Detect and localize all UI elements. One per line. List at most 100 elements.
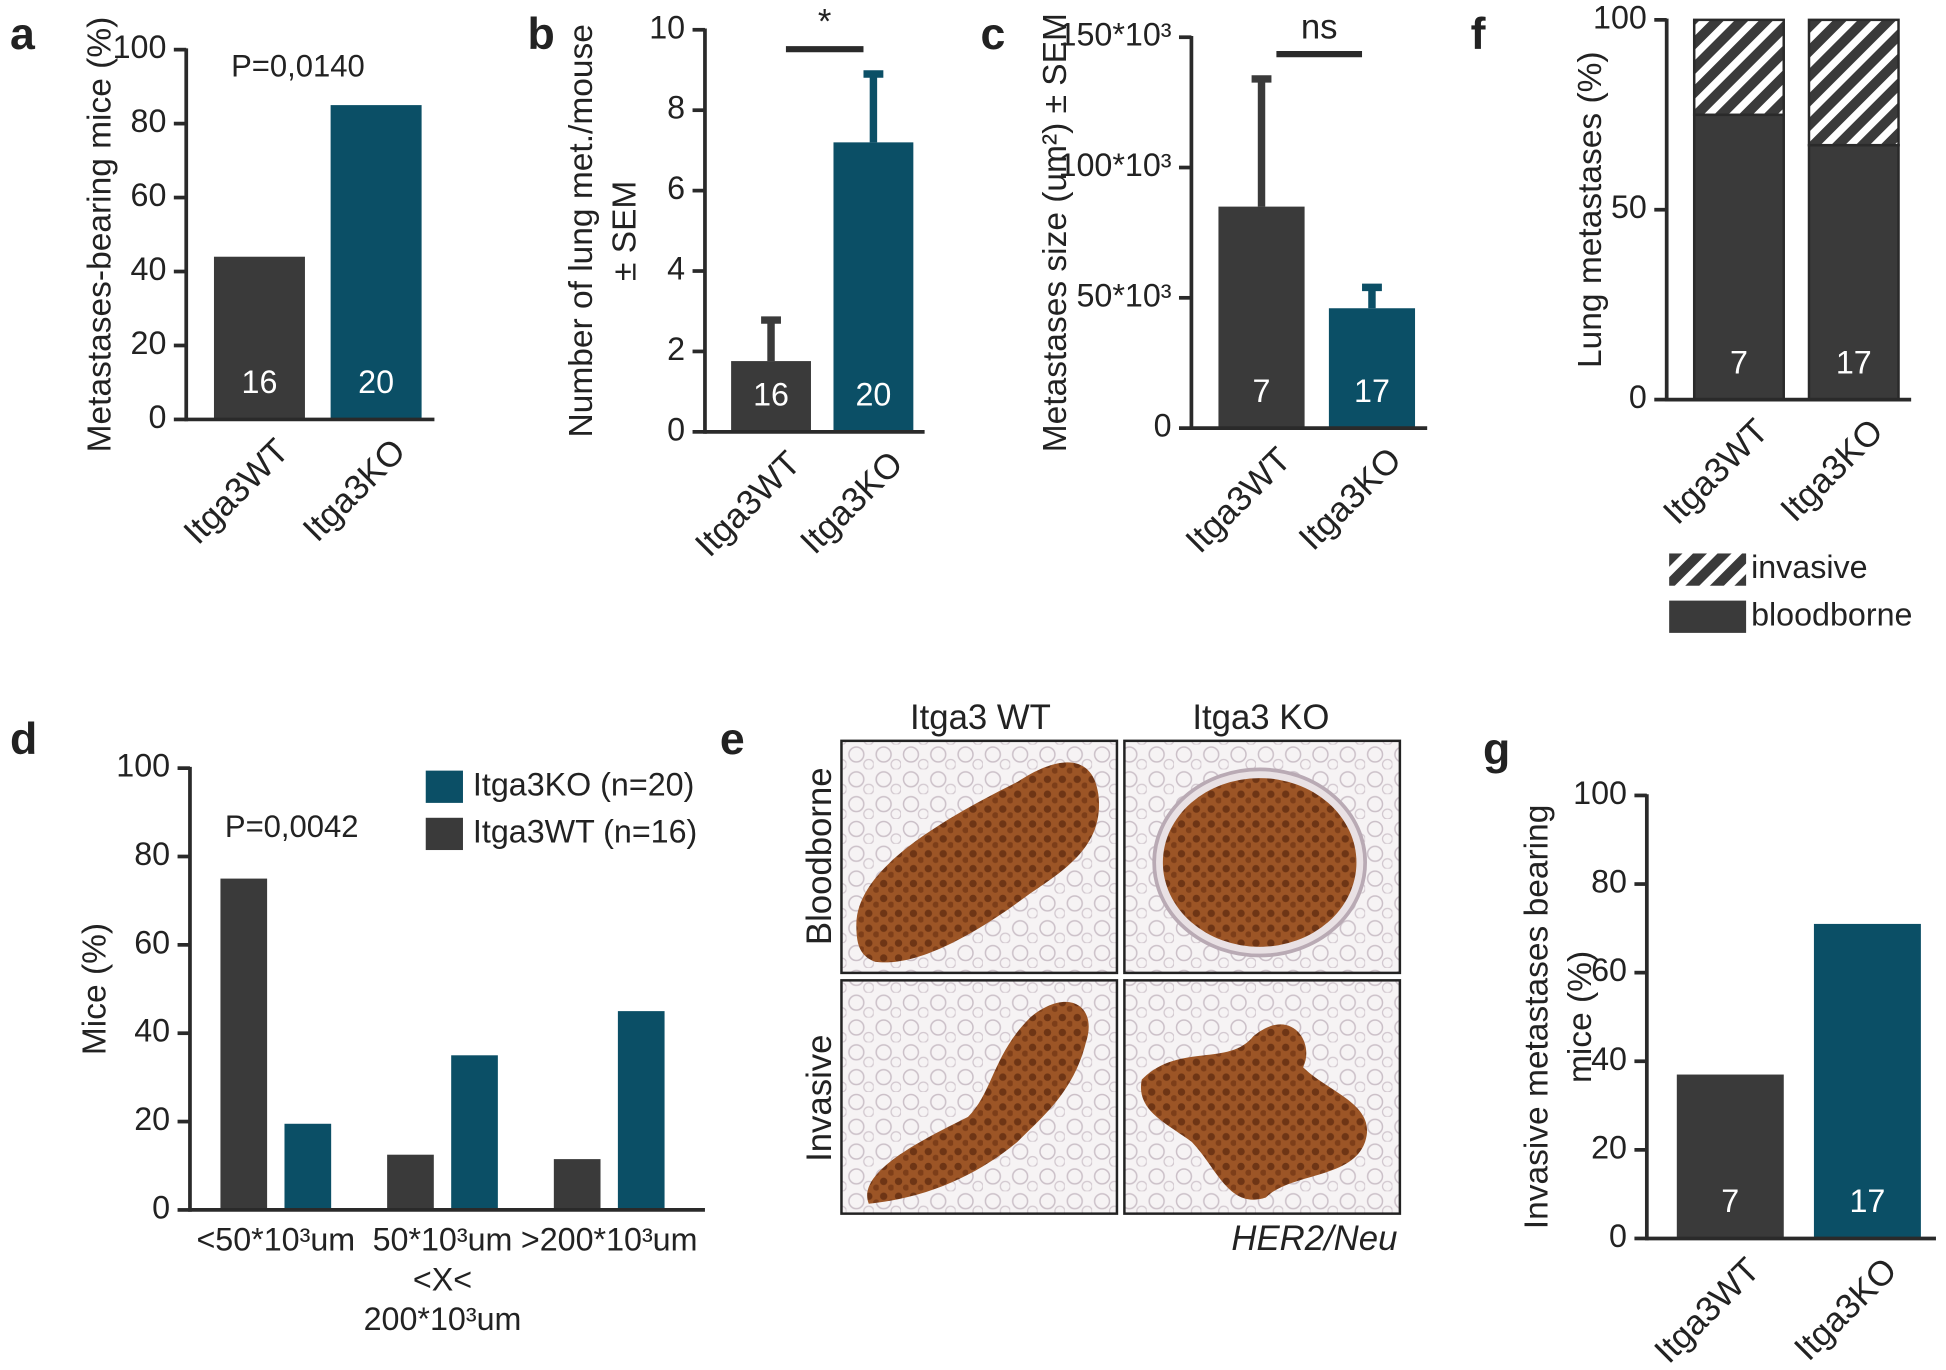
bar — [220, 878, 268, 1210]
bar — [553, 1159, 601, 1210]
bar — [330, 105, 422, 420]
sample-size-label: 16 — [242, 364, 278, 400]
micrograph — [840, 739, 1119, 975]
x-tick-label: <50*10³um — [196, 1222, 355, 1258]
y-tick-label: 40 — [134, 1013, 170, 1049]
bar — [1328, 308, 1416, 429]
y-tick-label: 0 — [148, 399, 166, 435]
sample-size-label: 20 — [358, 364, 394, 400]
y-tick-label: 40 — [131, 251, 167, 287]
y-axis-label: Mice (%) — [77, 923, 114, 1055]
panel-label: e — [720, 715, 745, 764]
bar — [1813, 923, 1921, 1239]
panel-label: d — [10, 715, 37, 764]
error-bar — [1251, 75, 1272, 207]
x-tick-label: Itga3WT — [1179, 441, 1299, 561]
bar — [451, 1055, 498, 1210]
x-tick-label: Itga3WT — [177, 432, 297, 552]
micrograph — [840, 979, 1119, 1215]
error-bar — [761, 316, 781, 362]
y-axis-label: Metastases size (um²) ± SEM — [1037, 13, 1074, 452]
bar — [1807, 18, 1900, 147]
chart: f Lung metastases (%) 0 50 100 Itga3WTItga3KO… — [1471, 0, 1912, 633]
y-tick-label: 0 — [1609, 1218, 1627, 1254]
micrograph — [1123, 739, 1402, 975]
sample-size-label: 17 — [1354, 373, 1390, 409]
y-tick-label: 80 — [1591, 864, 1627, 900]
y-tick-label: 10 — [649, 9, 685, 45]
x-tick-label: Itga3KO — [1787, 1251, 1904, 1368]
x-tick-label: >200*10³um — [521, 1222, 698, 1258]
y-axis-label: ± SEM — [607, 181, 644, 281]
y-tick-label: 80 — [131, 103, 167, 139]
y-tick-label: 100 — [1593, 0, 1647, 35]
y-tick-label: 20 — [131, 325, 167, 361]
sample-size-label: 17 — [1836, 344, 1872, 380]
chart: b Number of lung met./mouse ± SEM 0 2 4 6 8 10 * I… — [528, 4, 925, 564]
y-tick-label: 50 — [1611, 189, 1647, 225]
y-tick-label: 150*10³ — [1059, 17, 1172, 53]
micrograph — [1123, 979, 1402, 1215]
bar — [284, 1123, 332, 1210]
bar — [731, 361, 811, 432]
legend-swatch — [1669, 600, 1747, 633]
bar — [1807, 143, 1900, 401]
legend-label: Itga3WT (n=16) — [473, 813, 697, 849]
legend-swatch — [1669, 553, 1747, 586]
x-tick-label: Itga3KO — [793, 444, 910, 561]
y-axis-label: Metastases-bearing mice (%) — [82, 17, 119, 453]
y-tick-label: 4 — [667, 251, 685, 287]
error-bar — [1362, 283, 1382, 309]
y-tick-label: 100 — [116, 748, 170, 784]
bar — [617, 1011, 665, 1210]
y-tick-label: 40 — [1591, 1041, 1627, 1077]
bar — [387, 1154, 434, 1210]
legend-label: invasive — [1751, 549, 1868, 585]
significance-label: ns — [1301, 8, 1338, 46]
error-bar — [863, 70, 884, 143]
y-tick-label: 20 — [1591, 1129, 1627, 1165]
bar — [1692, 18, 1785, 117]
x-tick-label: Itga3WT — [688, 444, 808, 564]
y-tick-label: 100*10³ — [1059, 147, 1172, 183]
sample-size-label: 17 — [1849, 1183, 1885, 1219]
y-axis-label: Lung metastases (%) — [1572, 51, 1609, 368]
annotation: P=0,0140 — [231, 48, 365, 83]
row-header: Invasive — [801, 1035, 839, 1162]
column-header: Itga3 KO — [1192, 699, 1329, 737]
y-tick-label: 80 — [134, 836, 170, 872]
sample-size-label: 7 — [1730, 344, 1748, 380]
legend-label: Itga3KO (n=20) — [473, 766, 694, 802]
panel-label: a — [10, 10, 36, 59]
x-tick-label: 50*10³um — [373, 1222, 513, 1258]
annotation: P=0,0042 — [225, 809, 359, 844]
x-tick-label: Itga3KO — [1292, 441, 1409, 558]
chart: c Metastases size (um²) ± SEM 0 50*10³ 100*1… — [980, 8, 1428, 561]
y-tick-label: 100 — [1573, 775, 1627, 811]
y-tick-label: 2 — [667, 331, 685, 367]
y-tick-label: 0 — [152, 1189, 170, 1225]
sample-size-label: 16 — [753, 377, 789, 413]
chart: a Metastases-bearing mice (%) 0 20 40 60 80 100… — [10, 10, 435, 552]
significance-label: * — [818, 4, 832, 42]
y-tick-label: 60 — [1591, 952, 1627, 988]
legend-swatch — [425, 817, 463, 851]
bar — [1692, 113, 1785, 401]
y-tick-label: 60 — [131, 177, 167, 213]
y-tick-label: 6 — [667, 170, 685, 206]
sample-size-label: 7 — [1721, 1183, 1739, 1219]
sample-size-label: 20 — [855, 377, 891, 413]
x-tick-label: Itga3WT — [1656, 412, 1776, 532]
legend-label: bloodborne — [1751, 596, 1912, 632]
x-tick-label: Itga3KO — [296, 432, 413, 549]
caption: HER2/Neu — [1231, 1220, 1397, 1258]
panel-label: f — [1471, 10, 1486, 59]
x-tick-label: Itga3KO — [1774, 412, 1891, 529]
panel-label: g — [1483, 725, 1510, 774]
column-header: Itga3 WT — [910, 699, 1051, 737]
y-tick-label: 0 — [1629, 379, 1647, 415]
x-tick-label: Itga3WT — [1648, 1251, 1768, 1370]
